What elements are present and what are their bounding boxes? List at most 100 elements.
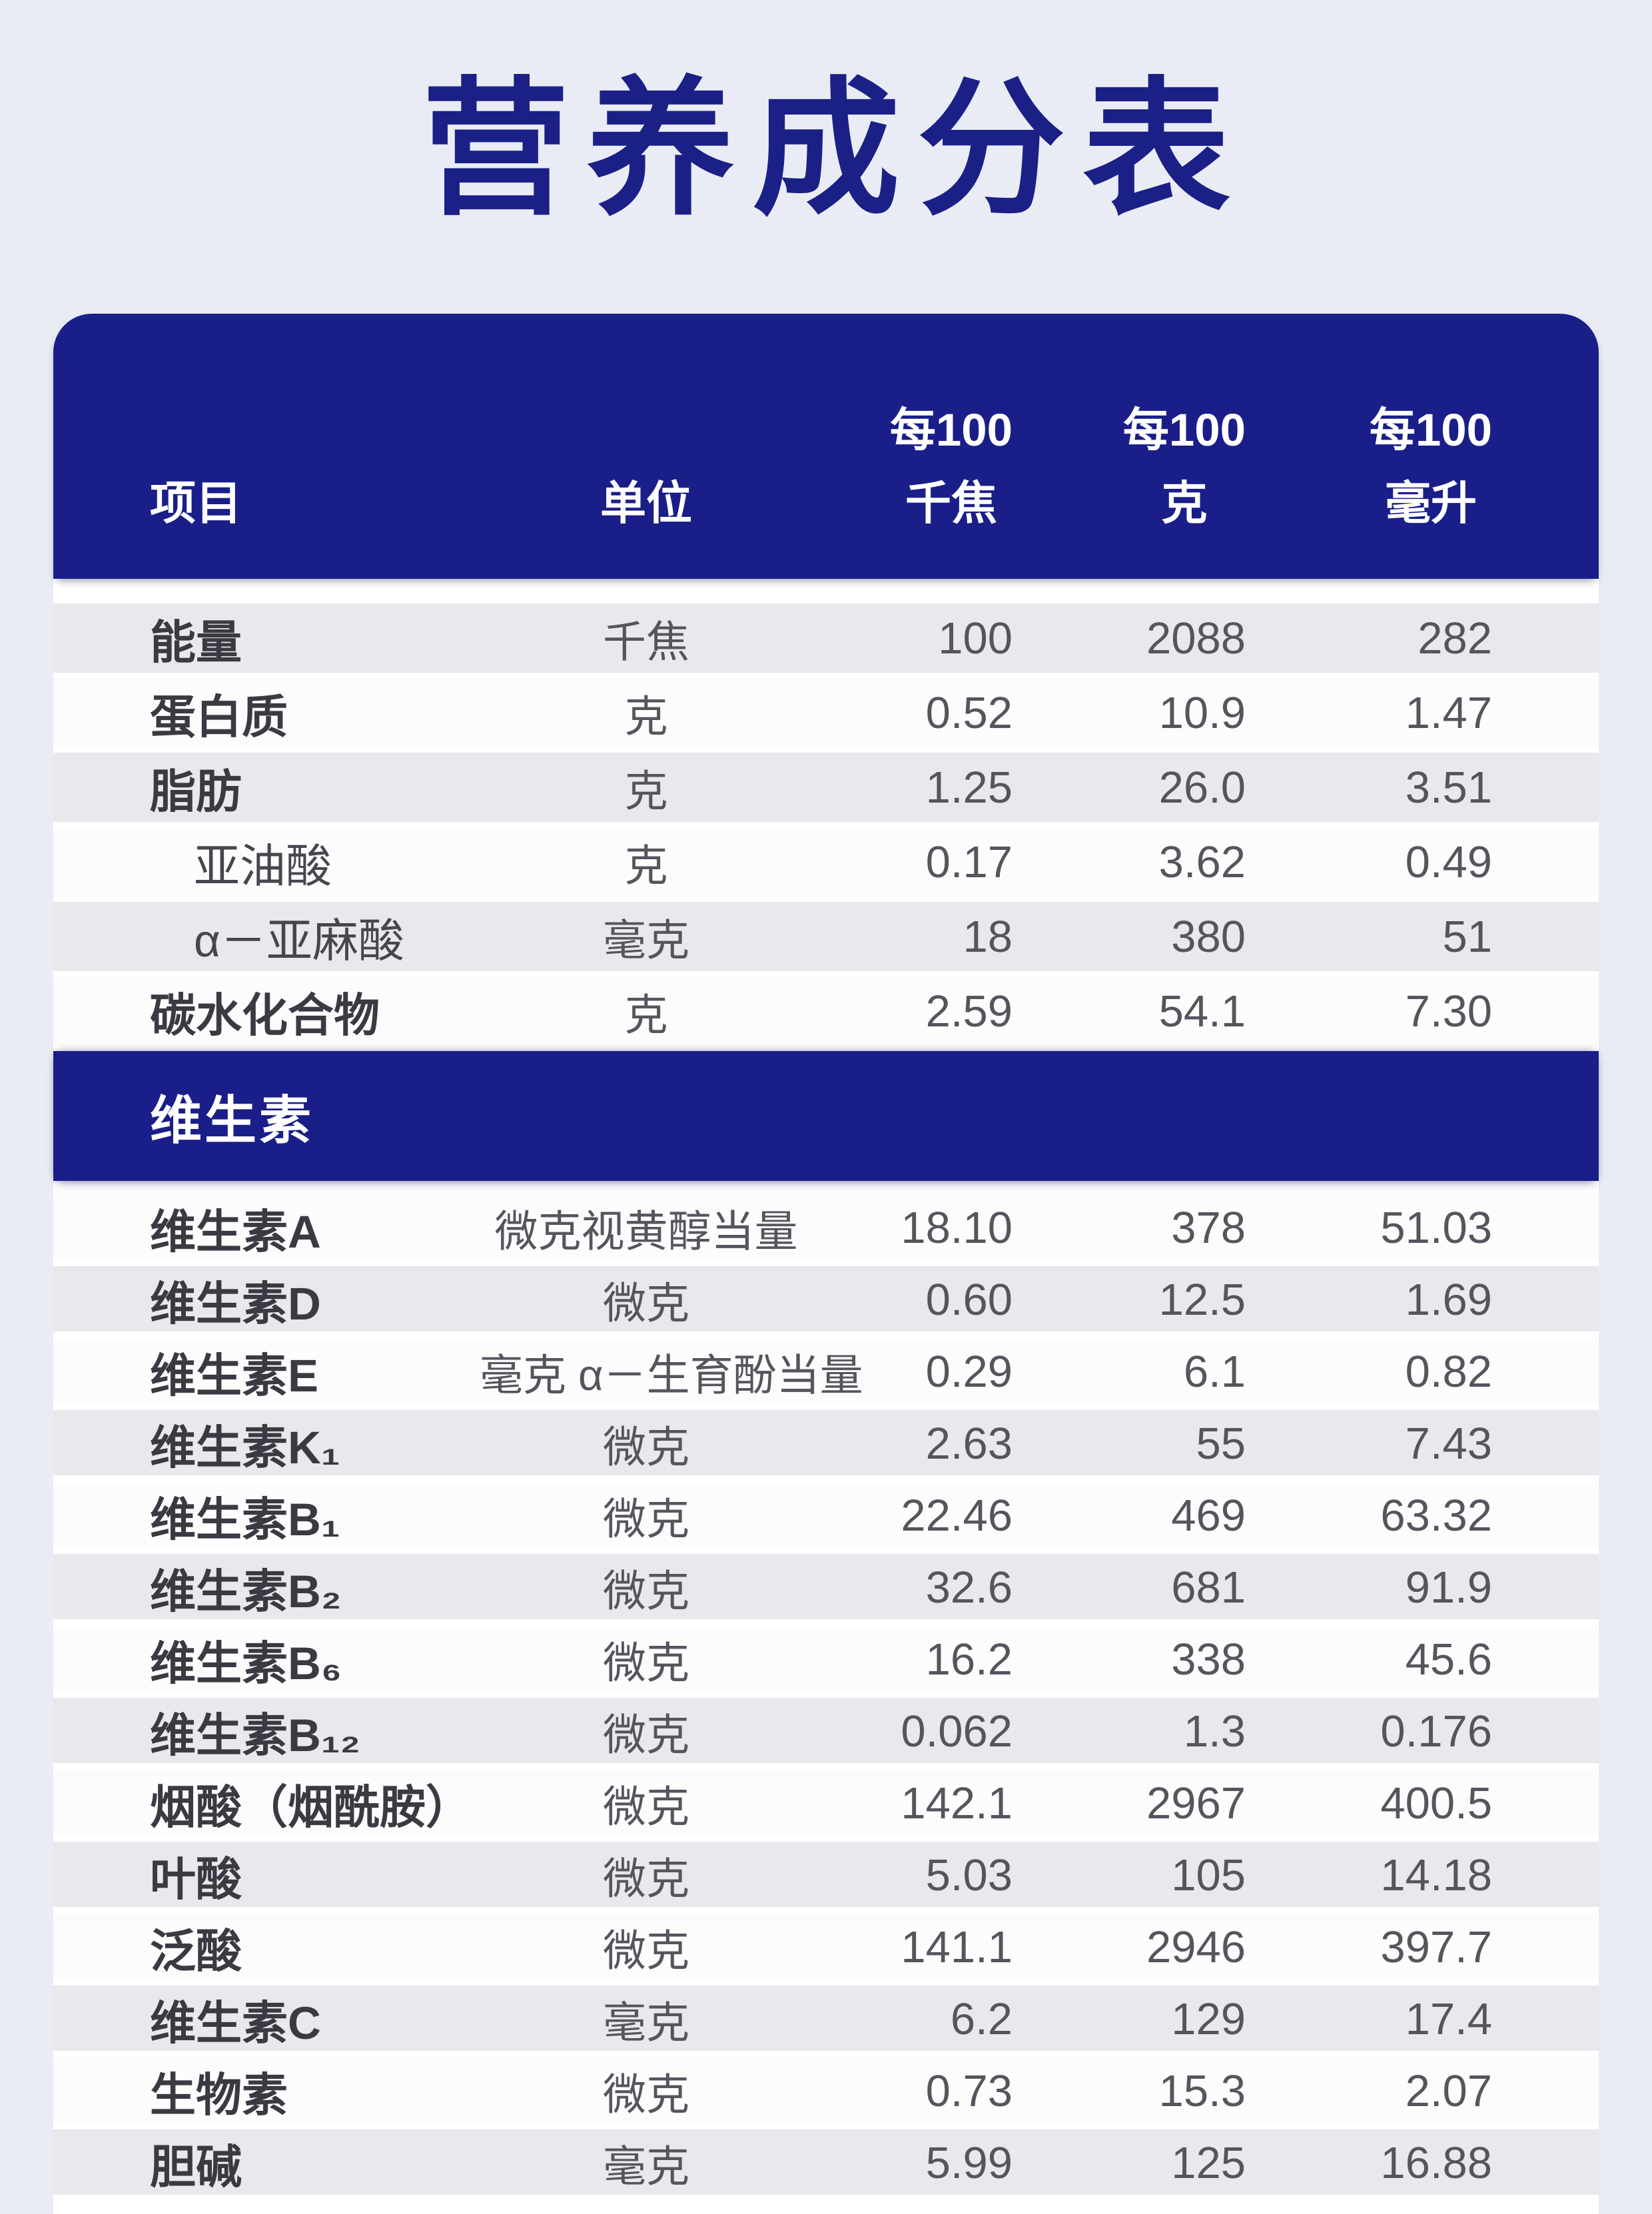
row-item-label: 维生素B₁ [150,1494,340,1546]
row-unit: 克 [624,692,668,741]
row-per100kj: 2.59 [925,986,1013,1036]
row-item-label: 维生素A [150,1206,321,1258]
section-macronutrients: 能量 千焦 100 2088 282 蛋白质 克 0.52 10.9 1.47 … [53,603,1599,1046]
row-item-label: 烟酸（烟酰胺） [150,1782,472,1834]
page-title: 营养成分表 [0,71,1652,228]
row-per100ml: 7.30 [1405,986,1492,1036]
row-per100g: 26.0 [1158,762,1246,813]
row-per100g: 2088 [1146,613,1246,663]
row-per100ml: 1.69 [1405,1274,1492,1325]
row-item-label: 生物素 [150,2069,288,2121]
row-per100g: 380 [1171,911,1246,962]
row-unit: 克 [624,767,668,816]
row-item-label: 脂肪 [150,766,242,818]
row-per100ml: 2.07 [1405,2065,1492,2116]
table-row: 维生素B₁ 微克 22.46 469 63.32 [53,1482,1599,1548]
row-per100ml: 14.18 [1380,1850,1492,1900]
col-header-unit: 单位 [600,477,692,529]
row-item-label: 能量 [150,617,242,669]
table-row: 维生素E 毫克 α－生育酚当量 0.29 6.1 0.82 [53,1338,1599,1404]
row-item-label: 维生素C [150,1998,321,2049]
row-per100kj: 0.062 [901,1706,1013,1756]
table-row: 亚油酸 克 0.17 3.62 0.49 [53,827,1599,897]
table-body: 能量 千焦 100 2088 282 蛋白质 克 0.52 10.9 1.47 … [53,579,1599,2214]
row-item-label: 维生素K₁ [150,1422,340,1474]
col-header-per100kj: 每100 千焦 [889,404,1013,529]
row-per100g: 2946 [1146,1922,1246,1972]
row-unit: 毫克 [602,1998,689,2047]
row-per100kj: 5.03 [925,1850,1013,1900]
table-row: 叶酸 微克 5.03 105 14.18 [53,1842,1599,1908]
page-title-text: 营养成分表 [422,67,1248,232]
row-per100g: 105 [1171,1850,1246,1900]
row-unit: 微克 [602,1279,689,1328]
row-per100kj: 2.63 [925,1418,1013,1469]
table-row: 维生素B₁₂ 微克 0.062 1.3 0.176 [53,1698,1599,1764]
table-row: 烟酸（烟酰胺） 微克 142.1 2967 400.5 [53,1770,1599,1836]
row-per100kj: 1.25 [925,762,1013,813]
row-per100kj: 100 [938,613,1013,663]
row-item-label: 维生素B₁₂ [150,1710,361,1762]
row-per100ml: 282 [1418,613,1492,663]
row-per100kj: 0.17 [925,837,1013,887]
table-row: 胆碱 毫克 5.99 125 16.88 [53,2129,1599,2195]
table-row: 维生素K₁ 微克 2.63 55 7.43 [53,1410,1599,1476]
row-unit: 千焦 [602,617,689,667]
row-per100ml: 16.88 [1380,2137,1492,2188]
table-row: 蛋白质 克 0.52 10.9 1.47 [53,678,1599,748]
col-header-per100ml: 每100 毫升 [1369,404,1492,529]
row-per100ml: 1.47 [1405,687,1492,738]
row-item-label: 亚油酸 [194,841,332,893]
row-per100ml: 45.6 [1405,1634,1492,1684]
row-per100kj: 0.73 [925,2065,1013,2116]
row-item-label: 叶酸 [150,1854,242,1906]
row-per100ml: 0.82 [1405,1346,1492,1397]
row-unit: 微克 [602,1639,689,1688]
table-row: 碳水化合物 克 2.59 54.1 7.30 [53,976,1599,1046]
row-unit: 微克视黄醇当量 [494,1207,798,1256]
row-item-label: 胆碱 [150,2141,242,2193]
table-row: 维生素B₂ 微克 32.6 681 91.9 [53,1554,1599,1620]
table-row: 维生素A 微克视黄醇当量 18.10 378 51.03 [53,1194,1599,1260]
row-per100ml: 0.49 [1405,837,1492,887]
row-per100kj: 0.60 [925,1274,1013,1325]
row-per100ml: 91.9 [1405,1562,1492,1613]
row-item-label: 泛酸 [150,1926,242,1978]
row-unit: 毫克 α－生育酚当量 [480,1351,863,1400]
table-row: 泛酸 微克 141.1 2946 397.7 [53,1914,1599,1980]
row-unit: 毫克 [602,916,689,965]
row-per100ml: 397.7 [1380,1922,1492,1972]
row-per100ml: 3.51 [1405,762,1492,813]
row-per100g: 681 [1171,1562,1246,1613]
row-item-label: 碳水化合物 [150,990,380,1042]
row-item-label: α－亚麻酸 [194,915,404,967]
row-per100ml: 63.32 [1380,1490,1492,1541]
row-unit: 微克 [602,1423,689,1472]
row-unit: 微克 [602,1567,689,1616]
row-per100g: 12.5 [1158,1274,1246,1325]
row-per100g: 10.9 [1158,687,1246,738]
row-item-label: 维生素B₂ [150,1566,342,1618]
row-item-label: 维生素D [150,1278,321,1330]
table-row: 生物素 微克 0.73 15.3 2.07 [53,2057,1599,2123]
row-unit: 克 [624,990,668,1040]
table-row: 脂肪 克 1.25 26.0 3.51 [53,753,1599,823]
row-per100ml: 51 [1442,911,1492,962]
row-per100kj: 141.1 [901,1922,1013,1972]
row-per100kj: 32.6 [925,1562,1013,1613]
row-unit: 克 [624,841,668,891]
row-item-label: 蛋白质 [150,691,288,743]
row-unit: 微克 [602,1782,689,1832]
table-row: 能量 千焦 100 2088 282 [53,603,1599,673]
section-header-vitamins: 维生素 [53,1051,1599,1182]
table-header-row: 项目 单位 每100 千焦 每100 克 每100 毫升 [53,314,1599,579]
row-per100g: 54.1 [1158,986,1246,1036]
row-per100g: 2967 [1146,1778,1246,1828]
section-vitamins: 维生素A 微克视黄醇当量 18.10 378 51.03 维生素D 微克 0.6… [53,1194,1599,2195]
row-per100kj: 0.29 [925,1346,1013,1397]
table-row: 维生素B₆ 微克 16.2 338 45.6 [53,1626,1599,1692]
row-per100g: 55 [1196,1418,1246,1469]
row-unit: 微克 [602,2070,689,2119]
row-per100g: 1.3 [1183,1706,1246,1756]
row-per100kj: 6.2 [950,1994,1013,2044]
